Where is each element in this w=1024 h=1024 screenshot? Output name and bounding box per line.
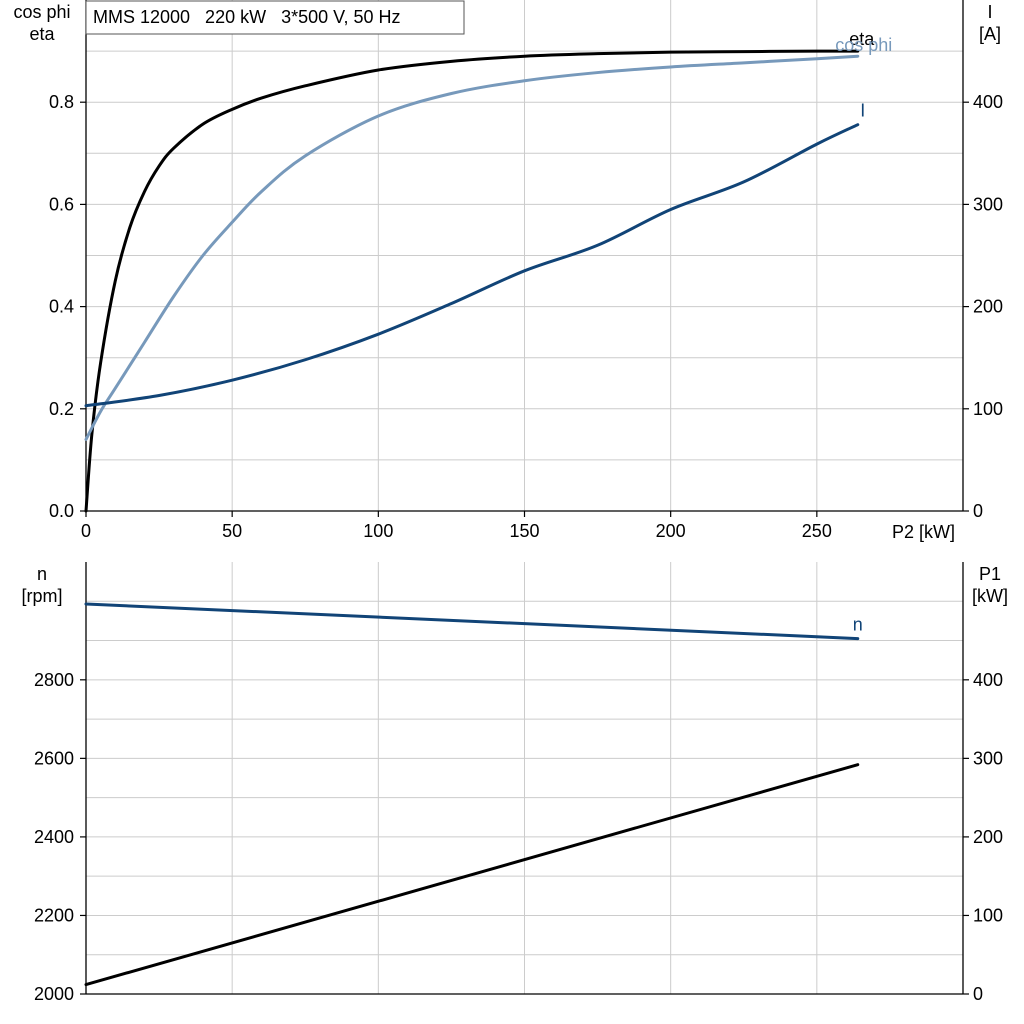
y-axis-label-right: P1 — [979, 564, 1001, 584]
y-tick-label-right: 100 — [973, 399, 1003, 419]
y-tick-label-right: 200 — [973, 297, 1003, 317]
y-axis-label-left: cos phi — [13, 2, 70, 22]
x-tick-label: 100 — [363, 521, 393, 541]
y-tick-label-left: 0.4 — [49, 297, 74, 317]
x-tick-label: 150 — [509, 521, 539, 541]
y-tick-label-right: 400 — [973, 670, 1003, 690]
y-tick-label-left: 0.6 — [49, 194, 74, 214]
x-tick-label: 0 — [81, 521, 91, 541]
bottom-plot: 200022002400260028000100200300400n[rpm]P… — [21, 562, 1008, 1004]
series-label-cos-phi: cos phi — [835, 35, 892, 55]
y-tick-label-left: 2200 — [34, 905, 74, 925]
y-tick-label-left: 0.8 — [49, 92, 74, 112]
y-tick-label-right: 400 — [973, 92, 1003, 112]
series-line-i — [84, 123, 860, 408]
y-tick-label-left: 2400 — [34, 827, 74, 847]
y-tick-label-left: 2600 — [34, 748, 74, 768]
y-tick-label-left: 0.0 — [49, 501, 74, 521]
y-tick-label-right: 0 — [973, 984, 983, 1004]
series-label-n: n — [853, 615, 863, 635]
y-tick-label-right: 300 — [973, 194, 1003, 214]
y-axis-label-left: [rpm] — [21, 586, 62, 606]
x-tick-label: 200 — [656, 521, 686, 541]
y-tick-label-left: 2800 — [34, 670, 74, 690]
series-line-p1 — [84, 763, 860, 987]
x-axis-label: P2 [kW] — [892, 522, 955, 542]
series-line-n — [84, 602, 860, 641]
y-tick-label-right: 200 — [973, 827, 1003, 847]
series-label-i: I — [860, 101, 865, 121]
series-line-cos-phi — [84, 54, 860, 441]
y-axis-label-left: n — [37, 564, 47, 584]
x-tick-label: 50 — [222, 521, 242, 541]
y-axis-label-left: eta — [29, 24, 55, 44]
series-line-eta — [84, 49, 860, 513]
top-plot: 0.0 0.2 0.4 0.6 0.8 0 100 200 300 400 0 50 100 150 200… — [13, 0, 1003, 542]
chart-title: MMS 12000 220 kW 3*500 V, 50 Hz — [93, 7, 401, 27]
y-tick-label-right: 100 — [973, 905, 1003, 925]
x-tick-label: 250 — [802, 521, 832, 541]
y-tick-label-right: 0 — [973, 501, 983, 521]
y-axis-label-right: [kW] — [972, 586, 1008, 606]
y-axis-label-right: I — [987, 2, 992, 22]
y-tick-label-left: 0.2 — [49, 399, 74, 419]
y-tick-label-right: 300 — [973, 748, 1003, 768]
series-label-eta: eta — [849, 29, 875, 49]
y-tick-label-left: 2000 — [34, 984, 74, 1004]
y-axis-label-right: [A] — [979, 24, 1001, 44]
title-box: MMS 12000 220 kW 3*500 V, 50 Hz — [85, 0, 465, 35]
